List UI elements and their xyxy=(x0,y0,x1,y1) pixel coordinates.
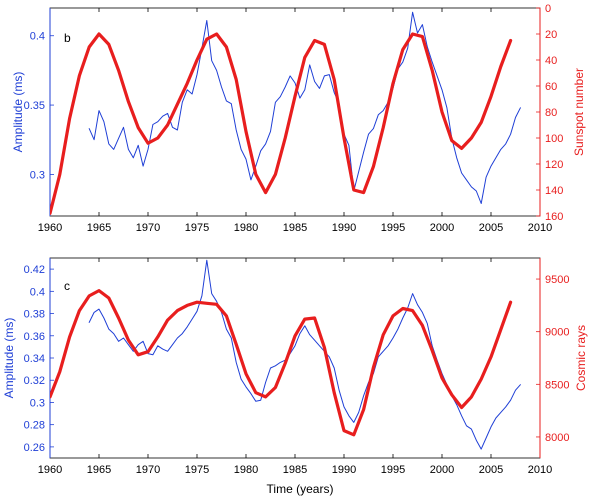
red-series-line xyxy=(50,289,513,437)
plot-area xyxy=(50,11,521,215)
left-axis: 0.3 0.35 0.4 xyxy=(24,8,54,216)
right-tick-label: 9000 xyxy=(545,327,569,339)
right-axis: 8000 8500 9000 9500 xyxy=(536,258,569,458)
x-tick-label: 1990 xyxy=(332,464,356,476)
right-axis-label: Sunspot number xyxy=(572,68,586,156)
amplitude-series-line xyxy=(88,11,521,204)
left-axis-label: Amplitude (ms) xyxy=(2,318,16,399)
x-tick-label: 1995 xyxy=(381,222,405,234)
x-tick-label: 1960 xyxy=(38,222,62,234)
x-tick-label: 1975 xyxy=(185,222,209,234)
x-tick-label: 2010 xyxy=(528,222,552,234)
right-tick-label: 0 xyxy=(545,3,551,15)
right-tick-label: 160 xyxy=(545,211,563,223)
panel-label: b xyxy=(64,31,71,45)
right-tick-label: 120 xyxy=(545,159,563,171)
x-tick-label: 1980 xyxy=(234,222,258,234)
right-tick-label: 8500 xyxy=(545,379,569,391)
left-tick-label: 0.28 xyxy=(24,420,45,432)
left-tick-label: 0.3 xyxy=(30,169,45,181)
right-tick-label: 140 xyxy=(545,185,563,197)
x-axis-label: Time (years) xyxy=(267,482,334,496)
left-tick-label: 0.4 xyxy=(30,286,45,298)
plot-frame xyxy=(49,257,541,459)
x-tick-label: 2005 xyxy=(479,464,503,476)
x-tick-label: 2000 xyxy=(430,222,454,234)
plot-area xyxy=(50,259,521,450)
right-axis-label: Cosmic rays xyxy=(574,325,588,391)
left-tick-label: 0.3 xyxy=(30,397,45,409)
x-tick-label: 1965 xyxy=(87,464,111,476)
left-axis: 0.26 0.28 0.3 0.32 0.34 0.36 0.38 0.4 0.42 xyxy=(24,258,54,458)
x-tick-label: 2005 xyxy=(479,222,503,234)
x-tick-label: 1980 xyxy=(234,464,258,476)
red-series-line xyxy=(50,32,513,215)
left-tick-label: 0.38 xyxy=(24,309,45,321)
right-tick-label: 20 xyxy=(545,29,557,41)
left-tick-label: 0.42 xyxy=(24,264,45,276)
x-axis: 1960 1965 1970 1975 1980 1985 1990 1995 2000 2005… xyxy=(38,8,552,234)
x-tick-label: 1970 xyxy=(136,222,160,234)
x-tick-label: 1985 xyxy=(283,464,307,476)
left-tick-label: 0.36 xyxy=(24,331,45,343)
plot-frame xyxy=(49,7,541,217)
right-tick-label: 40 xyxy=(545,55,557,67)
right-axis: 0 20 40 60 80 100 120 140 160 xyxy=(536,3,563,223)
x-tick-label: 1990 xyxy=(332,222,356,234)
x-tick-label: 2000 xyxy=(430,464,454,476)
right-tick-label: 9500 xyxy=(545,274,569,286)
right-tick-label: 60 xyxy=(545,81,557,93)
x-axis: 1960 1965 1970 1975 1980 1985 1990 1995 2000 2005… xyxy=(38,258,552,476)
panel-c: c 1960 1965 1970 1975 1980 1985 1990 1995 2000 20… xyxy=(2,257,588,476)
left-tick-label: 0.32 xyxy=(24,375,45,387)
right-tick-label: 8000 xyxy=(545,432,569,444)
left-axis-label: Amplitude (ms) xyxy=(11,72,25,153)
x-tick-label: 1965 xyxy=(87,222,111,234)
panel-label: c xyxy=(64,279,70,293)
right-tick-label: 80 xyxy=(545,107,557,119)
x-tick-label: 1975 xyxy=(185,464,209,476)
right-tick-label: 100 xyxy=(545,133,563,145)
panel-b: b 1960 1965 1970 1975 1980 1985 1990 1995 2000 20… xyxy=(11,3,586,234)
amplitude-series-line xyxy=(88,259,521,450)
x-tick-label: 1960 xyxy=(38,464,62,476)
x-tick-label: 1970 xyxy=(136,464,160,476)
x-tick-label: 1995 xyxy=(381,464,405,476)
left-tick-label: 0.4 xyxy=(30,31,45,43)
left-tick-label: 0.35 xyxy=(24,100,45,112)
x-tick-label: 2010 xyxy=(528,464,552,476)
left-tick-label: 0.26 xyxy=(24,442,45,454)
x-tick-label: 1985 xyxy=(283,222,307,234)
left-tick-label: 0.34 xyxy=(24,353,45,365)
